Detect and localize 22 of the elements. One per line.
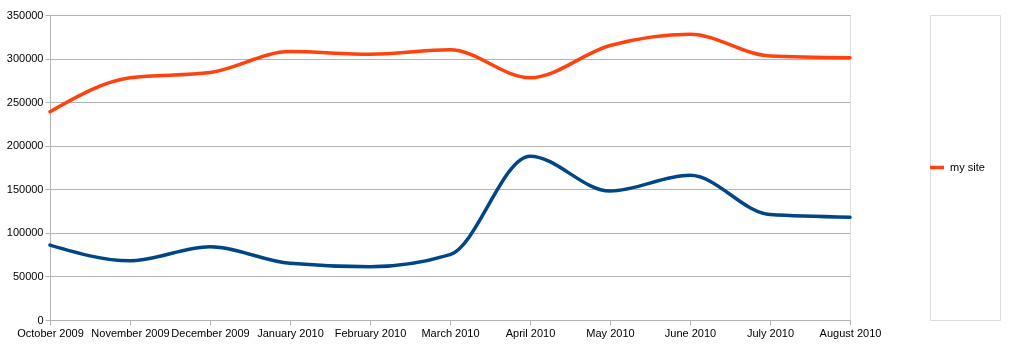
x-tick-label: July 2010 — [746, 326, 795, 339]
y-tick-label: 50000 — [12, 269, 44, 282]
line-series — [48, 32, 852, 114]
x-tick-label: April 2010 — [505, 326, 556, 339]
x-tick-label: December 2009 — [171, 326, 250, 339]
x-tick-label: November 2009 — [91, 326, 170, 339]
y-tick-label: 350000 — [6, 8, 44, 21]
x-tick-label: August 2010 — [819, 326, 882, 339]
y-tick-label: 300000 — [6, 52, 44, 65]
y-tick-label: 250000 — [6, 95, 44, 108]
x-tick-label: May 2010 — [586, 326, 635, 339]
x-tick-label: October 2009 — [17, 326, 84, 339]
x-tick-label: January 2010 — [257, 326, 324, 339]
y-tick-label: 100000 — [6, 226, 44, 239]
x-tick-label: March 2010 — [421, 326, 480, 339]
x-tick-label: February 2010 — [334, 326, 407, 339]
y-tick-label: 150000 — [6, 182, 44, 195]
line-series — [48, 154, 852, 269]
legend-label: my site — [950, 160, 985, 173]
y-tick-label: 200000 — [6, 139, 44, 152]
y-tick-label: 0 — [37, 313, 44, 326]
x-tick-label: June 2010 — [664, 326, 717, 339]
